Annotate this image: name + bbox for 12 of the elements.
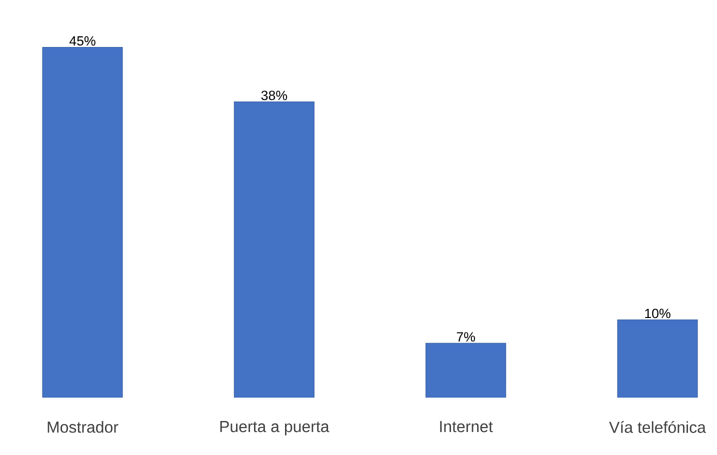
x-tick-label: Puerta a puerta: [220, 421, 330, 436]
x-tick-label: Mostrador: [48, 421, 118, 433]
data-label: 45%: [69, 36, 96, 46]
data-label: 10%: [645, 308, 670, 318]
bar: [426, 342, 506, 398]
data-label: 7%: [456, 332, 476, 342]
x-tick-label: Vía telefónica: [609, 421, 706, 433]
x-tick-label: Internet: [440, 421, 493, 432]
bar: [617, 320, 698, 398]
bar: [234, 101, 314, 398]
bar: [42, 46, 123, 398]
data-label: 38%: [261, 90, 288, 100]
